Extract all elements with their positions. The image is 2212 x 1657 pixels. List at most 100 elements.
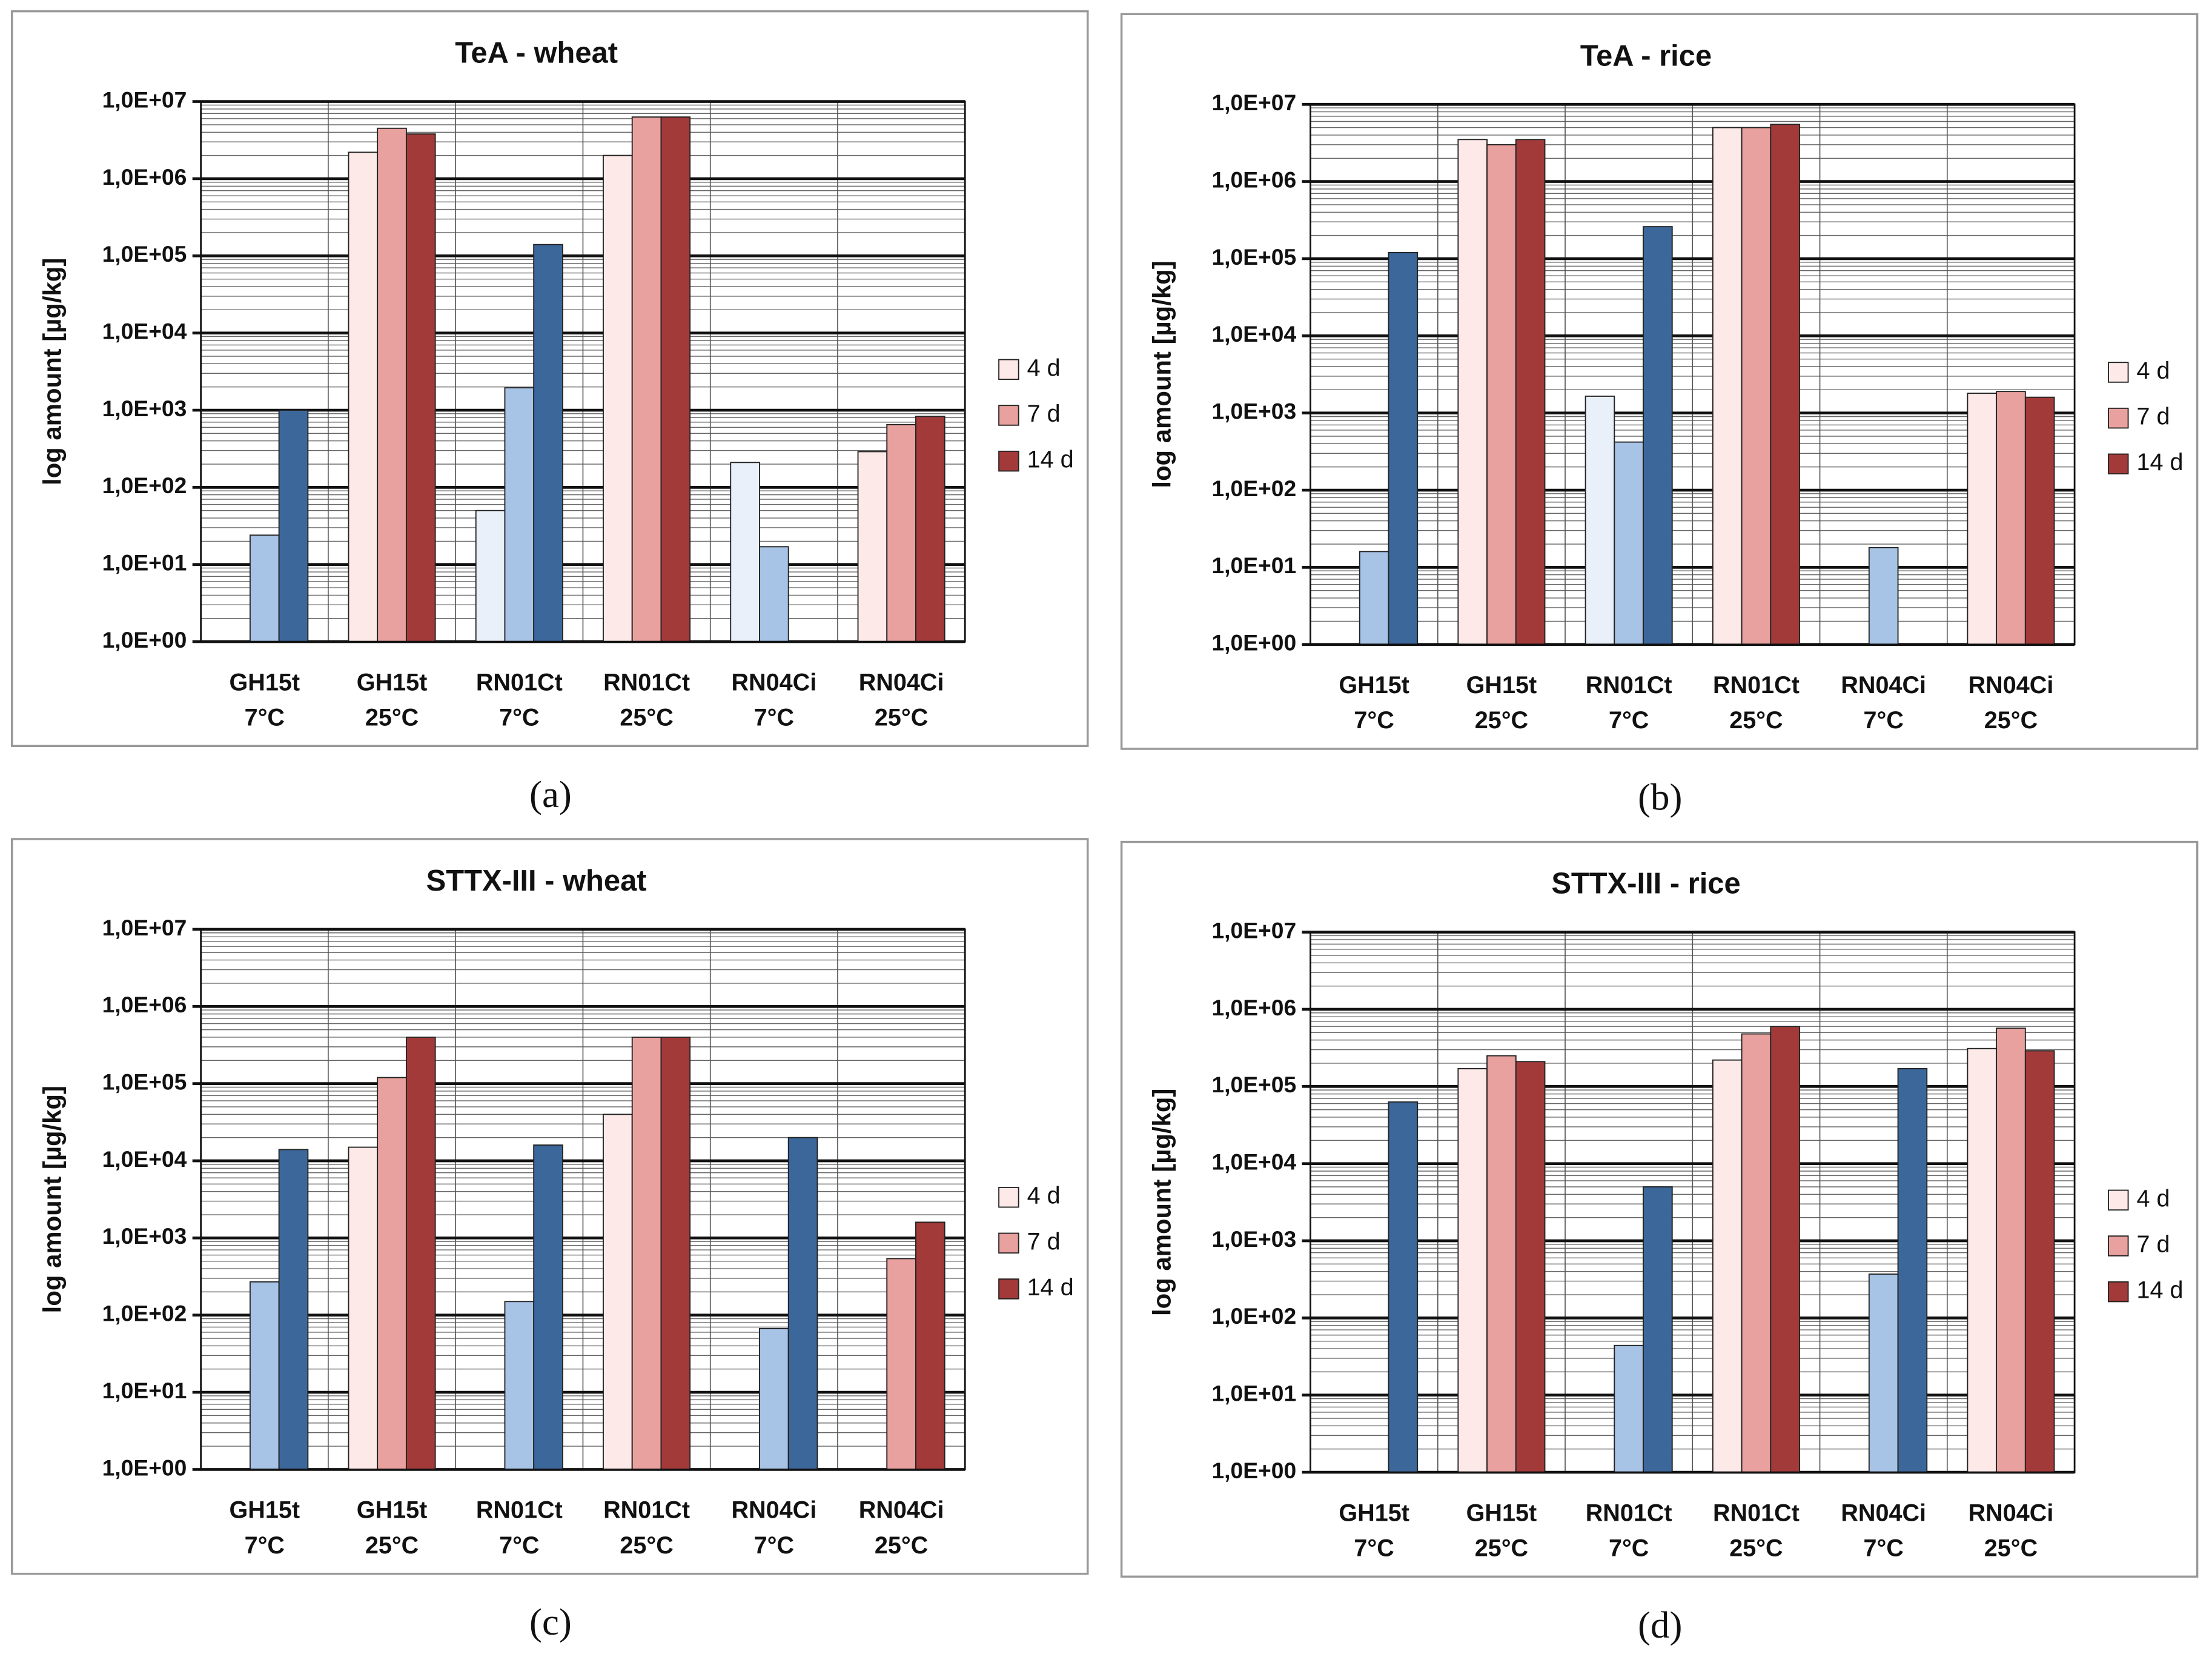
bar bbox=[1770, 124, 1800, 645]
x-tick-label: 7°C bbox=[1609, 1535, 1649, 1562]
bar bbox=[1996, 391, 2026, 645]
bar bbox=[1388, 1101, 1419, 1473]
plot-border bbox=[1310, 931, 2076, 1473]
bar bbox=[1486, 1055, 1517, 1473]
bar bbox=[886, 1258, 916, 1470]
bar bbox=[249, 1281, 280, 1470]
x-tick-label: GH15t bbox=[230, 1497, 300, 1524]
x-tick-label: 25°C bbox=[620, 1532, 673, 1559]
x-tick-label: GH15t bbox=[357, 1497, 428, 1524]
bar bbox=[787, 1137, 818, 1470]
bar bbox=[1388, 251, 1419, 645]
y-tick-label: 1,0E+04 bbox=[102, 319, 187, 344]
chart-panel: STTX-III - rice (d) GH15t 7°C GH15t 25°C RN01C… bbox=[1120, 840, 2199, 1646]
x-tick-label: RN01Ct bbox=[603, 669, 690, 696]
y-tick-label: 1,0E+04 bbox=[1211, 321, 1296, 347]
y-tick-label: 1,0E+02 bbox=[102, 473, 187, 498]
bar bbox=[759, 546, 789, 643]
x-tick-label: GH15t bbox=[230, 669, 300, 696]
chart-panel: TeA - wheat (a) GH15t 7°C GH15t 25°C RN01Ct 7°C… bbox=[10, 10, 1089, 815]
y-tick-label: 1,0E+05 bbox=[102, 241, 187, 267]
x-tick-label: 7°C bbox=[245, 705, 285, 731]
legend-label: 7 d bbox=[2137, 1231, 2170, 1258]
y-tick-label: 1,0E+00 bbox=[1211, 630, 1296, 656]
bar bbox=[603, 1114, 633, 1470]
bar bbox=[1515, 1061, 1546, 1473]
y-tick-label: 1,0E+05 bbox=[102, 1069, 187, 1094]
legend-swatch bbox=[2108, 407, 2129, 429]
legend-label: 14 d bbox=[2137, 449, 2184, 476]
y-tick-label: 1,0E+06 bbox=[1211, 167, 1296, 192]
x-tick-label: RN01Ct bbox=[603, 1497, 690, 1524]
x-tick-label: GH15t bbox=[1339, 1499, 1409, 1526]
chart-panel: STTX-III - wheat (c) GH15t 7°C GH15t 25°C RN01… bbox=[10, 838, 1089, 1643]
legend-swatch bbox=[2108, 1189, 2129, 1211]
bar bbox=[857, 451, 888, 643]
bar bbox=[1741, 1033, 1772, 1473]
legend-label: 7 d bbox=[1027, 1228, 1061, 1255]
x-tick-label: 25°C bbox=[875, 705, 928, 731]
y-tick-label: 1,0E+06 bbox=[1211, 995, 1296, 1020]
x-tick-label: RN04Ci bbox=[1969, 1499, 2054, 1526]
bar bbox=[504, 387, 535, 643]
y-tick-label: 1,0E+01 bbox=[102, 1378, 187, 1403]
y-tick-label: 1,0E+05 bbox=[1211, 244, 1296, 270]
bar bbox=[377, 127, 407, 643]
y-tick-label: 1,0E+03 bbox=[1211, 399, 1296, 424]
bar bbox=[1643, 1186, 1673, 1473]
legend-swatch bbox=[998, 405, 1019, 426]
x-tick-label: RN01Ct bbox=[1586, 672, 1672, 699]
bar bbox=[1868, 546, 1899, 645]
x-tick-label: 25°C bbox=[365, 1532, 419, 1559]
bar bbox=[1643, 226, 1673, 645]
bar bbox=[1457, 1068, 1488, 1473]
y-tick-label: 1,0E+07 bbox=[102, 915, 187, 940]
bar bbox=[759, 1327, 789, 1470]
x-tick-label: 7°C bbox=[499, 705, 539, 731]
panel-caption: (d) bbox=[1638, 1604, 1682, 1646]
y-tick-label: 1,0E+02 bbox=[1211, 476, 1296, 501]
y-tick-label: 1,0E+02 bbox=[1211, 1303, 1296, 1329]
bar bbox=[1897, 1068, 1928, 1473]
bar bbox=[1967, 1048, 1998, 1473]
x-tick-label: RN04Ci bbox=[1969, 672, 2054, 699]
x-tick-label: RN01Ct bbox=[476, 1497, 563, 1524]
y-tick-label: 1,0E+00 bbox=[102, 627, 187, 653]
y-tick-label: 1,0E+04 bbox=[1211, 1149, 1296, 1174]
plot-border bbox=[1310, 103, 2076, 646]
x-tick-label: RN04Ci bbox=[1841, 672, 1926, 699]
x-tick-label: RN04Ci bbox=[859, 1497, 944, 1524]
bar bbox=[2024, 396, 2055, 645]
legend-label: 4 d bbox=[2137, 1185, 2170, 1212]
bar bbox=[1868, 1273, 1899, 1473]
y-tick-label: 1,0E+00 bbox=[1211, 1458, 1296, 1483]
x-tick-label: RN01Ct bbox=[1586, 1499, 1672, 1526]
panel-caption: (a) bbox=[529, 773, 572, 815]
y-tick-label: 1,0E+04 bbox=[102, 1146, 187, 1172]
x-tick-label: 7°C bbox=[499, 1532, 539, 1559]
y-tick-label: 1,0E+07 bbox=[1211, 90, 1296, 115]
panel-caption: (b) bbox=[1638, 776, 1682, 819]
panel-caption: (c) bbox=[529, 1601, 572, 1643]
chart-panel: TeA - rice (b) GH15t 7°C GH15t 25°C RN01Ct 7°C R… bbox=[1120, 13, 2199, 819]
bar bbox=[405, 1037, 436, 1470]
x-tick-label: GH15t bbox=[1339, 672, 1409, 699]
x-tick-label: 25°C bbox=[875, 1532, 928, 1559]
y-tick-label: 1,0E+03 bbox=[102, 1223, 187, 1249]
x-tick-label: RN01Ct bbox=[476, 669, 563, 696]
bar bbox=[1741, 127, 1772, 645]
y-tick-label: 1,0E+03 bbox=[1211, 1226, 1296, 1252]
bar bbox=[1712, 1059, 1743, 1473]
y-tick-label: 1,0E+01 bbox=[1211, 1381, 1296, 1406]
y-axis-label: log amount [µg/kg] bbox=[1147, 261, 1176, 488]
legend-swatch bbox=[2108, 362, 2129, 383]
y-tick-label: 1,0E+07 bbox=[1211, 917, 1296, 943]
bar bbox=[603, 154, 633, 643]
y-tick-label: 1,0E+05 bbox=[1211, 1072, 1296, 1097]
chart-title: TeA - rice bbox=[1580, 39, 1712, 72]
chart-title: STTX-III - rice bbox=[1551, 868, 1740, 900]
x-tick-label: RN04Ci bbox=[731, 1497, 816, 1524]
x-tick-label: RN04Ci bbox=[731, 669, 816, 696]
legend-label: 4 d bbox=[1027, 354, 1061, 381]
bar bbox=[1712, 127, 1743, 645]
